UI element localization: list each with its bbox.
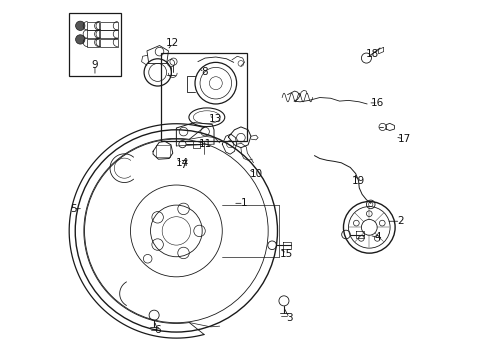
Text: 8: 8 [201, 67, 207, 77]
Text: 19: 19 [351, 176, 365, 186]
Bar [156, 145, 169, 157]
Bar [87, 39, 99, 46]
Bar [161, 53, 246, 141]
Text: 16: 16 [370, 98, 384, 108]
Text: 9: 9 [91, 59, 98, 69]
Bar [87, 31, 99, 39]
Text: 14: 14 [176, 158, 189, 168]
Bar [100, 31, 117, 39]
Text: 2: 2 [396, 216, 403, 226]
Text: 1: 1 [240, 198, 246, 208]
Bar [87, 22, 99, 30]
Text: 11: 11 [198, 139, 211, 149]
Bar [69, 13, 121, 76]
Bar [100, 39, 117, 46]
Circle shape [76, 21, 85, 31]
Text: 3: 3 [285, 313, 292, 323]
Text: 10: 10 [249, 168, 263, 179]
Text: 17: 17 [397, 134, 410, 144]
Text: 7: 7 [180, 160, 186, 170]
Text: 12: 12 [166, 38, 179, 48]
Text: 4: 4 [374, 232, 381, 242]
Text: 5: 5 [70, 204, 76, 214]
Text: 15: 15 [280, 248, 293, 258]
Text: 13: 13 [208, 114, 221, 124]
Circle shape [76, 35, 85, 44]
Text: 18: 18 [366, 49, 379, 59]
Bar [100, 22, 117, 30]
Text: 6: 6 [154, 325, 161, 335]
